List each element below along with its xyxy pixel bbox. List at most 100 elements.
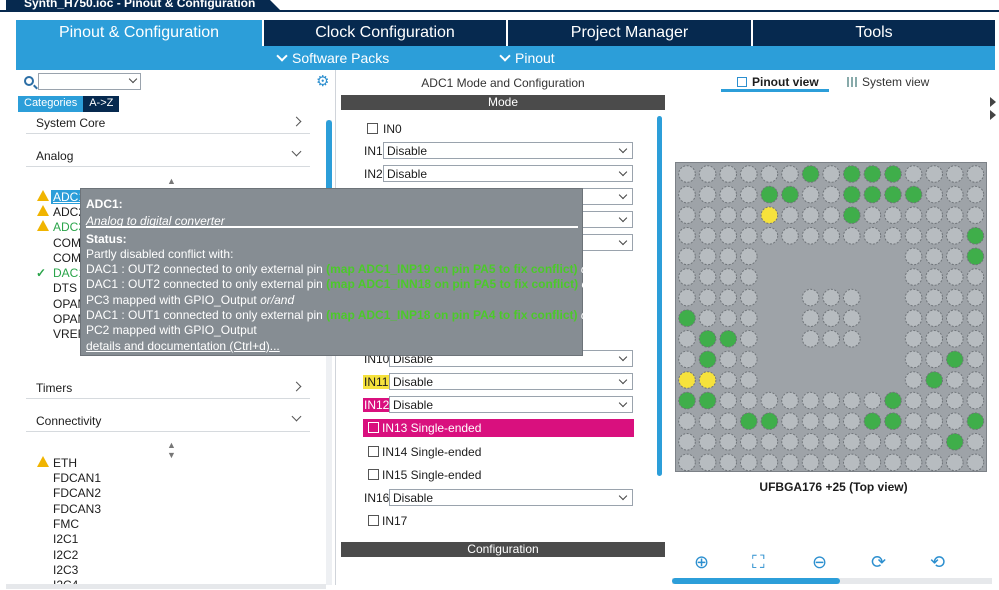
pin-ball[interactable] bbox=[760, 206, 779, 225]
pin-ball[interactable] bbox=[801, 433, 820, 451]
pin-ball[interactable] bbox=[801, 165, 820, 183]
pin-ball[interactable] bbox=[801, 391, 820, 410]
pin-ball[interactable] bbox=[698, 330, 717, 348]
pin-ball[interactable] bbox=[740, 412, 758, 431]
pin-ball[interactable] bbox=[740, 227, 758, 245]
pin-ball[interactable] bbox=[863, 227, 882, 245]
gear-icon[interactable]: ⚙ bbox=[316, 73, 330, 90]
pin-ball[interactable] bbox=[884, 453, 902, 472]
pin-ball[interactable] bbox=[884, 391, 902, 410]
pin-ball[interactable] bbox=[946, 227, 964, 245]
pin-ball[interactable] bbox=[719, 185, 738, 204]
pin-ball[interactable] bbox=[904, 309, 923, 327]
pin-ball[interactable] bbox=[801, 227, 820, 245]
pin-ball[interactable] bbox=[966, 412, 985, 431]
search-icon[interactable] bbox=[24, 76, 34, 86]
pin-ball[interactable] bbox=[822, 288, 840, 307]
pin-ball[interactable] bbox=[822, 309, 840, 327]
pin-ball[interactable] bbox=[925, 391, 944, 410]
pin-ball[interactable] bbox=[698, 371, 717, 389]
channel-in0[interactable]: IN0 bbox=[363, 120, 633, 138]
pin-ball[interactable] bbox=[904, 371, 923, 389]
peripheral-adc3[interactable]: ADC3 bbox=[53, 220, 86, 234]
peripheral-dac1[interactable]: DAC1 bbox=[53, 266, 86, 280]
category-analog[interactable]: Analog bbox=[26, 145, 310, 167]
pin-ball[interactable] bbox=[884, 185, 902, 204]
pin-ball[interactable] bbox=[698, 268, 717, 286]
pin-ball[interactable] bbox=[719, 165, 738, 183]
pin-ball[interactable] bbox=[843, 206, 861, 225]
zoom-in-icon[interactable]: ⊕ bbox=[694, 552, 710, 572]
pin-ball[interactable] bbox=[904, 288, 923, 307]
pin-ball[interactable] bbox=[946, 247, 964, 266]
pin-ball[interactable] bbox=[678, 330, 696, 348]
pin-ball[interactable] bbox=[863, 453, 882, 472]
pin-ball[interactable] bbox=[822, 433, 840, 451]
mode-scrollbar[interactable] bbox=[657, 116, 662, 476]
collapse-arrow-icon[interactable] bbox=[990, 97, 996, 107]
peripheral-fdcan2[interactable]: FDCAN2 bbox=[53, 486, 102, 500]
pin-ball[interactable] bbox=[698, 391, 717, 410]
pin-ball[interactable] bbox=[946, 268, 964, 286]
pin-ball[interactable] bbox=[740, 391, 758, 410]
details-link[interactable]: details and documentation (Ctrl+d)... bbox=[86, 339, 280, 353]
pin-ball[interactable] bbox=[966, 206, 985, 225]
pin-ball[interactable] bbox=[925, 309, 944, 327]
pin-ball[interactable] bbox=[740, 247, 758, 266]
pin-ball[interactable] bbox=[904, 247, 923, 266]
pin-ball[interactable] bbox=[925, 165, 944, 183]
pin-ball[interactable] bbox=[863, 433, 882, 451]
pin-ball[interactable] bbox=[925, 288, 944, 307]
pin-ball[interactable] bbox=[904, 350, 923, 369]
pin-ball[interactable] bbox=[719, 371, 738, 389]
pin-ball[interactable] bbox=[698, 165, 717, 183]
pin-ball[interactable] bbox=[740, 371, 758, 389]
pin-ball[interactable] bbox=[925, 185, 944, 204]
pin-ball[interactable] bbox=[946, 453, 964, 472]
pin-ball[interactable] bbox=[946, 206, 964, 225]
left-horizontal-scrollbar[interactable] bbox=[6, 584, 326, 589]
pin-ball[interactable] bbox=[678, 165, 696, 183]
scrollbar-thumb[interactable] bbox=[672, 578, 840, 584]
pin-ball[interactable] bbox=[678, 206, 696, 225]
pin-ball[interactable] bbox=[719, 412, 738, 431]
pin-ball[interactable] bbox=[925, 206, 944, 225]
pin-ball[interactable] bbox=[925, 371, 944, 389]
tab-categories[interactable]: Categories bbox=[18, 96, 84, 112]
pin-ball[interactable] bbox=[966, 309, 985, 327]
pin-ball[interactable] bbox=[843, 391, 861, 410]
pin-ball[interactable] bbox=[946, 288, 964, 307]
pin-ball[interactable] bbox=[740, 288, 758, 307]
pin-ball[interactable] bbox=[740, 350, 758, 369]
pin-ball[interactable] bbox=[678, 309, 696, 327]
pin-ball[interactable] bbox=[946, 165, 964, 183]
pin-ball[interactable] bbox=[843, 453, 861, 472]
pin-ball[interactable] bbox=[966, 433, 985, 451]
channel-mode-select[interactable]: Disable bbox=[383, 142, 633, 159]
pin-ball[interactable] bbox=[678, 371, 696, 389]
pin-ball[interactable] bbox=[966, 268, 985, 286]
pin-ball[interactable] bbox=[719, 268, 738, 286]
channel-in15[interactable]: IN15 Single-ended bbox=[363, 466, 633, 484]
category-system-core[interactable]: System Core bbox=[26, 112, 310, 134]
tab-clock-configuration[interactable]: Clock Configuration bbox=[262, 20, 506, 46]
pin-ball[interactable] bbox=[740, 185, 758, 204]
pin-ball[interactable] bbox=[925, 453, 944, 472]
pin-ball[interactable] bbox=[946, 330, 964, 348]
channel-in17[interactable]: IN17 bbox=[363, 512, 633, 530]
pin-ball[interactable] bbox=[781, 453, 799, 472]
peripheral-i2c3[interactable]: I2C3 bbox=[53, 563, 79, 577]
rotate-right-icon[interactable]: ⟳ bbox=[871, 552, 887, 572]
pin-ball[interactable] bbox=[801, 309, 820, 327]
pin-ball[interactable] bbox=[884, 206, 902, 225]
checkbox[interactable] bbox=[368, 515, 379, 526]
pin-ball[interactable] bbox=[760, 433, 779, 451]
pin-ball[interactable] bbox=[740, 206, 758, 225]
pin-ball[interactable] bbox=[801, 453, 820, 472]
pin-ball[interactable] bbox=[719, 453, 738, 472]
checkbox[interactable] bbox=[368, 422, 379, 433]
checkbox[interactable] bbox=[368, 469, 379, 480]
pin-ball[interactable] bbox=[925, 433, 944, 451]
pin-ball[interactable] bbox=[740, 268, 758, 286]
pin-ball[interactable] bbox=[678, 350, 696, 369]
